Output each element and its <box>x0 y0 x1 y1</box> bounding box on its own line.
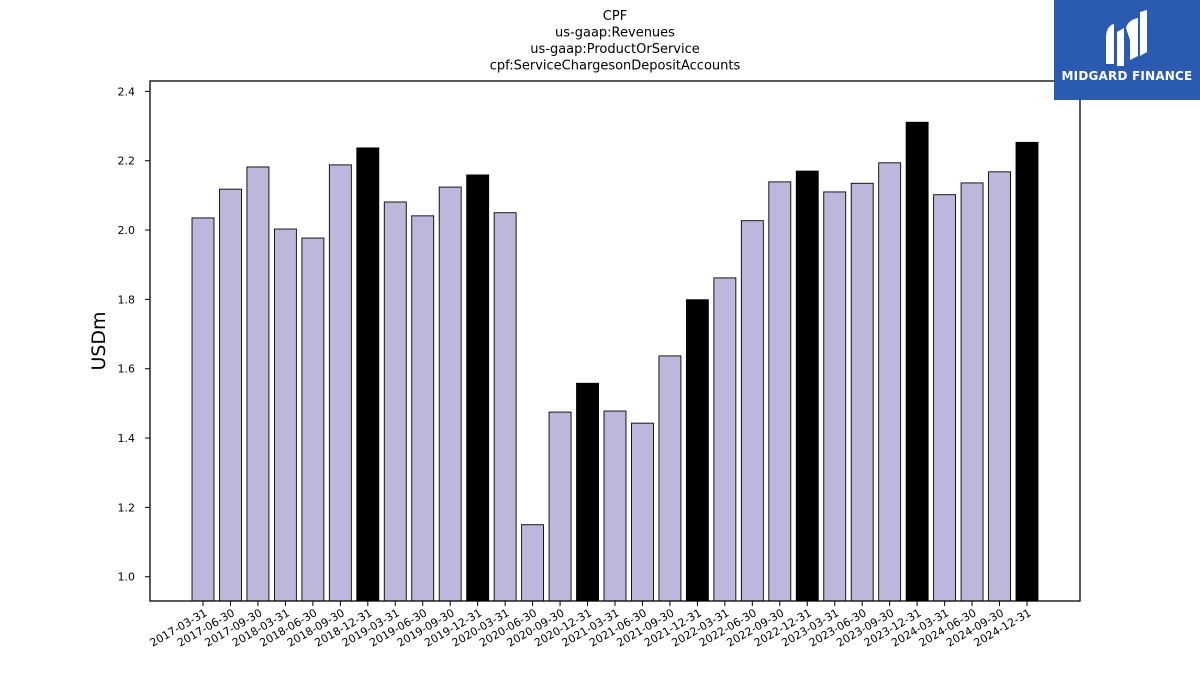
bar <box>466 174 490 602</box>
bar <box>850 182 874 602</box>
bar <box>301 237 325 602</box>
bar <box>328 164 352 602</box>
bar <box>521 524 545 602</box>
bar <box>273 228 297 602</box>
bar <box>1015 141 1039 602</box>
y-tick-label: 1.2 <box>118 501 136 514</box>
bar <box>411 215 435 602</box>
title-line: cpf:ServiceChargesonDepositAccounts <box>490 59 741 74</box>
bar <box>685 299 709 602</box>
title-line: CPF <box>603 9 627 24</box>
bar <box>933 194 957 602</box>
bar <box>631 422 654 602</box>
y-tick-label: 1.6 <box>118 363 136 376</box>
y-tick-label: 2.2 <box>118 155 136 168</box>
bar <box>740 220 764 602</box>
x-axis: 2017-03-312017-06-302017-09-302018-03-31… <box>148 601 1034 650</box>
bar <box>438 186 462 602</box>
plot-frame <box>149 80 1081 602</box>
bar <box>905 121 929 602</box>
bar <box>988 171 1011 602</box>
chart-title: CPF us-gaap:Revenuesus-gaap:ProductOrServ… <box>490 9 741 74</box>
bar <box>713 277 737 602</box>
bar <box>960 182 984 602</box>
logo-mark-icon <box>1106 10 1147 66</box>
y-axis-label: USDm <box>88 311 110 370</box>
title-line: us-gaap:ProductOrService <box>530 42 700 57</box>
bar <box>383 201 407 602</box>
bar <box>603 410 627 602</box>
bar <box>356 147 380 602</box>
y-tick-label: 2.4 <box>118 85 136 98</box>
bar <box>548 411 572 602</box>
bar <box>219 188 242 602</box>
bar <box>191 217 215 602</box>
bars <box>191 121 1039 602</box>
logo: MIDGARD FINANCE <box>1054 0 1200 100</box>
bar <box>576 382 599 602</box>
logo-text: MIDGARD FINANCE <box>1061 69 1193 83</box>
y-axis: 1.0 1.2 1.4 1.6 1.8 2.0 2.2 2.4 <box>118 85 150 584</box>
bar <box>878 162 902 602</box>
bar <box>246 166 270 602</box>
bar <box>823 191 847 602</box>
bar <box>658 355 682 602</box>
y-tick-label: 1.4 <box>118 432 136 445</box>
y-tick-label: 1.0 <box>118 571 136 584</box>
y-tick-label: 1.8 <box>118 293 136 306</box>
y-tick-label: 2.0 <box>118 224 136 237</box>
bar <box>493 212 517 602</box>
title-line: us-gaap:Revenues <box>555 26 675 41</box>
bar <box>795 170 819 602</box>
bar <box>768 181 792 602</box>
